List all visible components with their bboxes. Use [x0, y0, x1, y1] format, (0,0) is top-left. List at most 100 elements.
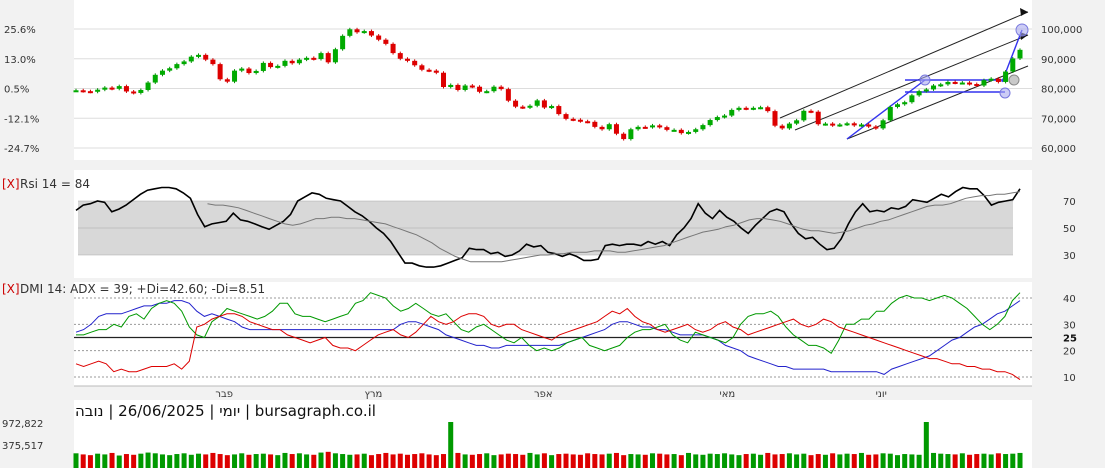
volume-bar	[232, 454, 238, 468]
candle-body	[866, 124, 872, 127]
volume-bar	[1003, 454, 1009, 468]
handle-circle-icon	[999, 87, 1011, 99]
candle-body	[887, 106, 893, 121]
volume-bar	[491, 455, 497, 468]
x-month-label: אפר	[534, 389, 553, 400]
candle-body	[232, 70, 238, 82]
volume-bar	[765, 452, 771, 468]
candle-body	[671, 129, 677, 132]
candle-body	[1017, 49, 1023, 59]
volume-bar	[174, 454, 180, 468]
candle-body	[729, 109, 735, 116]
volume-bar	[246, 454, 252, 468]
volume-bar	[628, 454, 634, 468]
candle-body	[779, 125, 785, 129]
candle-body	[938, 84, 944, 87]
volume-bar	[613, 452, 619, 468]
volume-bar	[80, 454, 86, 468]
volume-bar	[909, 454, 915, 468]
price-left-tick: 0.5%	[4, 85, 29, 96]
volume-bar	[361, 453, 367, 468]
volume-bar	[152, 453, 158, 468]
volume-bar	[959, 453, 965, 468]
candle-body	[613, 124, 619, 134]
candle-body	[87, 91, 93, 94]
volume-bar	[505, 453, 511, 468]
candle-body	[974, 84, 980, 87]
volume-bar	[527, 452, 533, 468]
x-month-label: מאי	[720, 389, 736, 400]
dmi-title: DMI 14: ADX = 39; +Di=42.60; -Di=8.51	[20, 282, 265, 296]
volume-bar	[412, 454, 418, 468]
candle-body	[772, 111, 778, 126]
volume-bar	[577, 454, 583, 468]
candle-body	[390, 43, 396, 54]
candle-body	[599, 126, 605, 130]
price-panel	[74, 0, 1032, 160]
volume-bar	[837, 454, 843, 468]
candle-body	[520, 106, 526, 109]
dmi-close-marker[interactable]: [X]	[2, 282, 20, 296]
volume-bar	[714, 454, 720, 468]
volume-bar	[894, 455, 900, 468]
volume-bar	[304, 454, 310, 468]
volume-bar	[541, 453, 547, 468]
candle-body	[635, 126, 641, 130]
volume-bar	[275, 455, 281, 468]
volume-bar	[974, 454, 980, 468]
candle-body	[412, 60, 418, 66]
dmi-tick: 20	[1063, 347, 1076, 358]
volume-bar	[433, 455, 439, 468]
candle-body	[628, 129, 634, 140]
volume-bar	[700, 454, 706, 468]
volume-bar	[599, 454, 605, 468]
candle-body	[822, 123, 828, 126]
blue-trendline	[846, 79, 926, 140]
volume-bar	[657, 453, 663, 468]
volume-bar	[138, 453, 144, 468]
volume-bar	[794, 454, 800, 468]
volume-bar	[880, 453, 886, 468]
candle-body	[894, 104, 900, 107]
rsi-close-marker[interactable]: [X]	[2, 177, 20, 191]
volume-bar	[621, 455, 627, 468]
candle-body	[426, 69, 432, 72]
volume-bar	[822, 454, 828, 468]
volume-bar	[729, 454, 735, 468]
dmi-line-di	[76, 292, 1021, 355]
volume-bar	[109, 452, 115, 468]
candle-body	[73, 90, 79, 93]
price-left-tick: -24.7%	[4, 144, 39, 155]
rsi-title: Rsi 14 = 84	[20, 177, 90, 191]
price-left-tick: 13.0%	[4, 55, 36, 66]
candle-body	[981, 80, 987, 86]
volume-bar	[102, 454, 108, 468]
candle-body	[801, 110, 807, 121]
arrowhead-icon	[1020, 8, 1028, 16]
volume-bar	[441, 454, 447, 468]
channel-upper-line	[779, 11, 1029, 119]
candle-body	[621, 133, 627, 140]
volume-bar	[145, 452, 151, 468]
candle-body	[765, 107, 771, 112]
candle-body	[513, 100, 519, 107]
volume-bar	[520, 454, 526, 468]
candle-body	[167, 68, 173, 71]
volume-bar	[477, 454, 483, 468]
price-right-tick: 80,000	[1041, 85, 1076, 96]
x-month-label: פבר	[215, 389, 233, 400]
candle-body	[498, 86, 504, 90]
volume-bar	[203, 454, 209, 468]
price-left-tick: 25.6%	[4, 25, 36, 36]
volume-bar	[1017, 452, 1023, 468]
volume-bar	[779, 454, 785, 468]
dmi-tick: 25	[1063, 334, 1077, 345]
candle-body	[786, 123, 792, 129]
candle-body	[203, 54, 209, 60]
candle-body	[556, 106, 562, 115]
volume-bar	[332, 453, 338, 468]
candle-body	[332, 49, 338, 63]
candle-body	[289, 60, 295, 64]
volume-bar	[340, 454, 346, 468]
volume-bar	[95, 453, 101, 468]
